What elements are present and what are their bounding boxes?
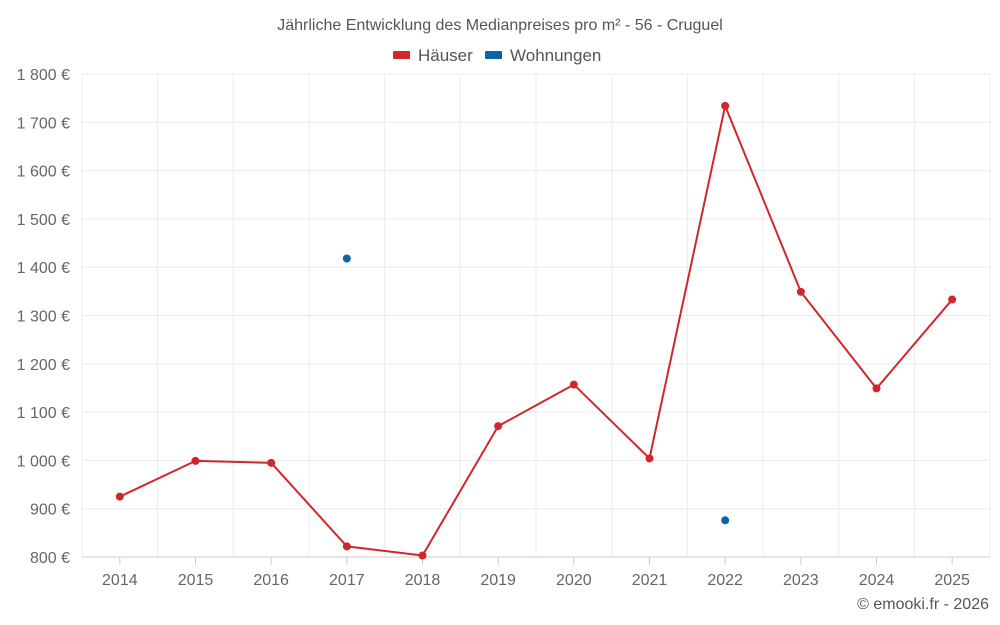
data-point-wohnungen[interactable]	[721, 516, 730, 525]
data-point-haeuser[interactable]	[494, 422, 503, 431]
data-point-haeuser[interactable]	[418, 551, 427, 560]
y-tick-label: 1 500 €	[17, 212, 70, 229]
data-point-haeuser[interactable]	[569, 380, 578, 389]
legend-item-haeuser[interactable]: Häuser	[393, 46, 473, 65]
data-point-haeuser[interactable]	[872, 384, 881, 393]
y-axis: 800 € 900 € 1 000 € 1 100 € 1 200 € 1 300 € 1 …	[17, 67, 70, 567]
data-point-haeuser[interactable]	[645, 454, 654, 463]
y-tick-label: 1 800 €	[17, 67, 70, 84]
y-tick-label: 900 €	[30, 502, 70, 519]
chart-title: Jährliche Entwicklung des Medianpreises …	[277, 17, 723, 34]
x-tick-label: 2020	[556, 572, 592, 589]
grid	[81, 73, 991, 558]
y-tick-label: 1 400 €	[17, 260, 70, 277]
x-tick-label: 2025	[934, 572, 970, 589]
x-tick-label: 2017	[329, 572, 365, 589]
x-tick-label: 2015	[178, 572, 214, 589]
y-tick-label: 800 €	[30, 550, 70, 567]
y-tick-label: 1 100 €	[17, 405, 70, 422]
data-point-haeuser[interactable]	[948, 295, 957, 304]
x-tick-label: 2022	[707, 572, 743, 589]
x-tick-label: 2019	[480, 572, 516, 589]
x-tick-label: 2018	[405, 572, 441, 589]
legend: Häuser Wohnungen	[393, 46, 601, 65]
credit-text: © emooki.fr - 2026	[857, 596, 989, 613]
data-point-haeuser[interactable]	[342, 542, 351, 551]
x-tick-label: 2016	[253, 572, 289, 589]
x-tick-label: 2024	[859, 572, 895, 589]
series-line-haeuser	[119, 104, 953, 557]
y-tick-label: 1 200 €	[17, 357, 70, 374]
data-point-haeuser[interactable]	[721, 101, 730, 110]
y-tick-label: 1 000 €	[17, 453, 70, 470]
data-point-haeuser[interactable]	[267, 458, 276, 467]
x-tick-label: 2014	[102, 572, 138, 589]
legend-swatch-wohnungen	[485, 51, 502, 59]
y-tick-label: 1 700 €	[17, 115, 70, 132]
data-point-haeuser[interactable]	[115, 492, 124, 501]
data-point-haeuser[interactable]	[191, 456, 200, 465]
x-tick-label: 2023	[783, 572, 819, 589]
legend-item-wohnungen[interactable]: Wohnungen	[485, 46, 601, 65]
y-tick-label: 1 300 €	[17, 309, 70, 326]
legend-label-wohnungen: Wohnungen	[510, 46, 601, 65]
series	[115, 101, 957, 560]
data-point-haeuser[interactable]	[796, 287, 805, 296]
data-point-wohnungen[interactable]	[342, 254, 351, 263]
x-tick-label: 2021	[632, 572, 668, 589]
legend-label-haeuser: Häuser	[418, 46, 473, 65]
x-axis: 2014 2015 2016 2017 2018 2019 2020 2021 2022 2023…	[102, 557, 970, 589]
y-tick-label: 1 600 €	[17, 164, 70, 181]
legend-swatch-haeuser	[393, 51, 410, 59]
